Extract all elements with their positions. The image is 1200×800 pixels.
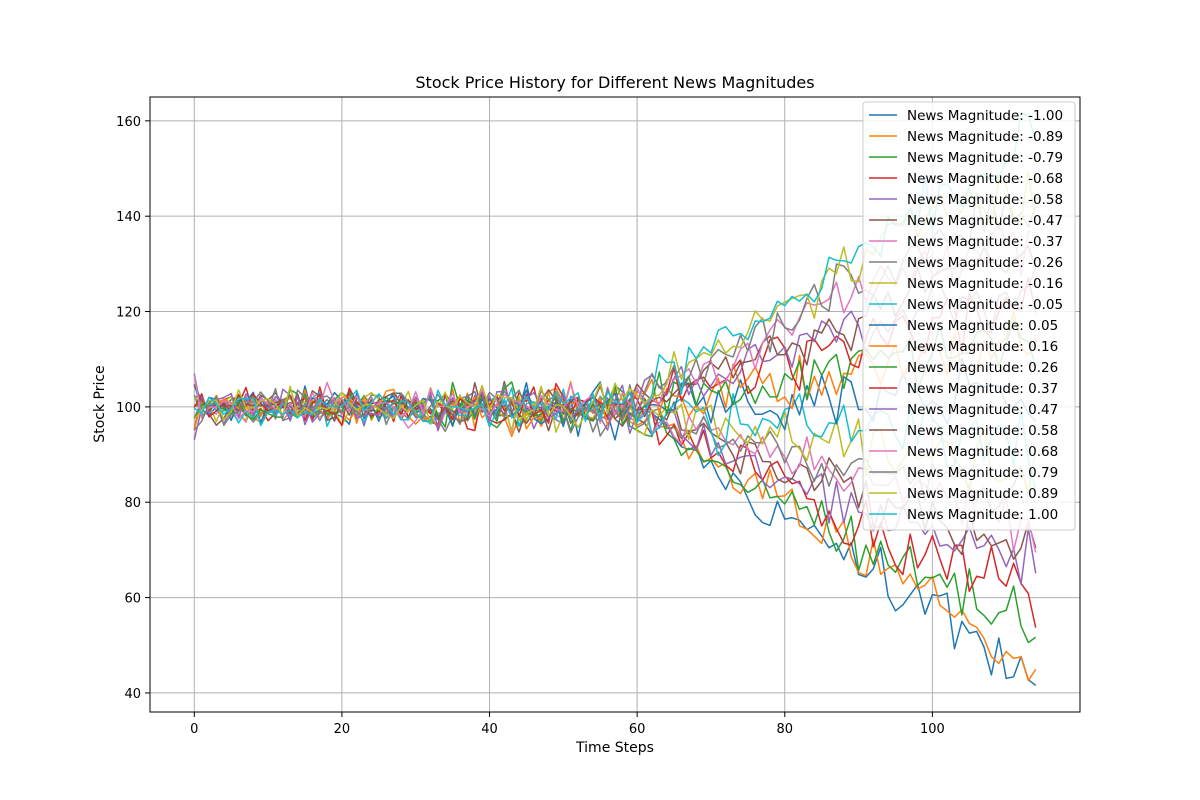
legend-entry: News Magnitude: -0.47 [907, 213, 1063, 229]
legend-entry: News Magnitude: 0.68 [907, 444, 1058, 460]
legend-entry: News Magnitude: 0.16 [907, 339, 1058, 355]
y-axis-label: Stock Price [92, 365, 108, 442]
legend-entry: News Magnitude: 0.58 [907, 423, 1058, 439]
legend-entry: News Magnitude: 0.79 [907, 465, 1058, 481]
legend-entry: News Magnitude: -0.16 [907, 276, 1063, 292]
legend-entry: News Magnitude: 1.00 [907, 507, 1058, 523]
legend-entry: News Magnitude: -0.26 [907, 255, 1063, 271]
y-tick-label: 100 [116, 401, 141, 416]
x-tick-label: 0 [190, 722, 198, 737]
legend: News Magnitude: -1.00 News Magnitude: -0.… [862, 101, 1076, 531]
x-tick-label: 40 [481, 722, 498, 737]
axis-ticks: 0 20 40 60 80 100 40 60 80 100 120 140 160 [116, 115, 945, 737]
x-tick-label: 100 [920, 722, 945, 737]
x-tick-label: 60 [629, 722, 646, 737]
y-tick-label: 80 [124, 496, 141, 511]
y-tick-label: 160 [116, 115, 141, 130]
legend-entry: News Magnitude: 0.37 [907, 381, 1058, 397]
legend-entry: News Magnitude: 0.89 [907, 486, 1058, 502]
y-tick-label: 40 [124, 687, 141, 702]
legend-entry: News Magnitude: 0.05 [907, 318, 1058, 334]
legend-entry: News Magnitude: -0.68 [907, 171, 1063, 187]
legend-entry: News Magnitude: -1.00 [907, 108, 1063, 124]
y-tick-label: 120 [116, 306, 141, 321]
x-axis-label: Time Steps [575, 740, 654, 756]
legend-entry: News Magnitude: -0.05 [907, 297, 1063, 313]
legend-entry: News Magnitude: -0.79 [907, 150, 1063, 166]
y-tick-label: 140 [116, 210, 141, 225]
legend-entry: News Magnitude: 0.47 [907, 402, 1058, 418]
x-tick-label: 80 [776, 722, 793, 737]
legend-box [862, 101, 1076, 531]
x-tick-label: 20 [334, 722, 351, 737]
legend-entry: News Magnitude: -0.89 [907, 129, 1063, 145]
legend-entry: News Magnitude: 0.26 [907, 360, 1058, 376]
plot-area-frame [149, 96, 1081, 713]
chart-title: Stock Price History for Different News M… [415, 73, 814, 92]
y-tick-label: 60 [124, 592, 141, 607]
legend-entry: News Magnitude: -0.37 [907, 234, 1063, 250]
legend-entry: News Magnitude: -0.58 [907, 192, 1063, 208]
